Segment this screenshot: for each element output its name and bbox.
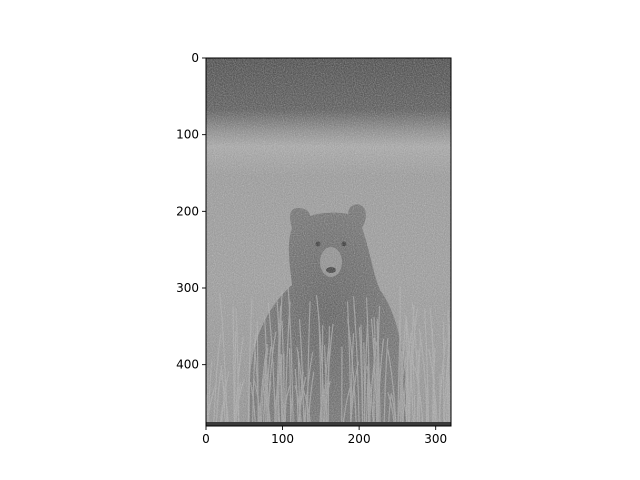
x-tick-label: 200 xyxy=(348,432,371,446)
noise-overlay-dark xyxy=(206,58,451,426)
y-tick-label: 0 xyxy=(191,51,199,65)
x-axis: 0 100 200 300 xyxy=(202,426,447,446)
image-bottom-edge xyxy=(206,422,451,426)
axes-frame xyxy=(205,57,452,427)
x-tick-label: 0 xyxy=(202,432,210,446)
photo xyxy=(206,58,451,426)
x-tick-label: 100 xyxy=(271,432,294,446)
y-tick-label: 400 xyxy=(176,358,199,372)
y-axis: 0 100 200 300 400 xyxy=(176,51,206,372)
y-tick-label: 300 xyxy=(176,281,199,295)
y-tick-label: 200 xyxy=(176,204,199,218)
x-tick-label: 300 xyxy=(424,432,447,446)
y-tick-label: 100 xyxy=(176,128,199,142)
